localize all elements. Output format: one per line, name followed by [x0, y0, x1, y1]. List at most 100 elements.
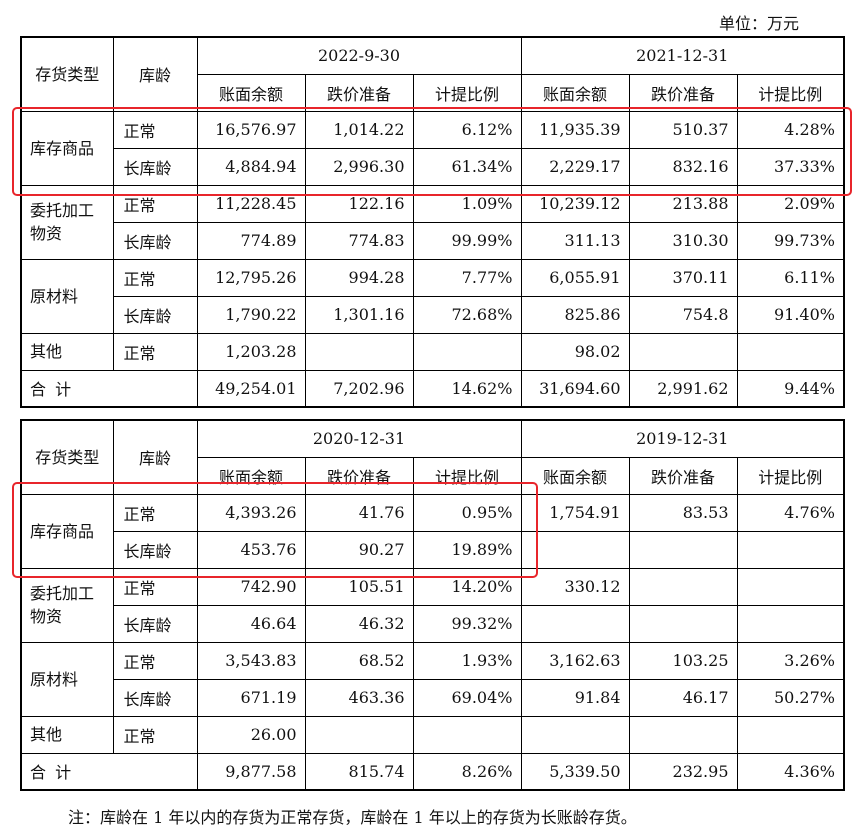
value-cell [628, 530, 738, 569]
value-cell: 6,055.91 [520, 258, 630, 297]
value-cell: 91.40% [736, 295, 845, 334]
value-cell: 754.8 [628, 295, 738, 334]
value-cell [628, 604, 738, 643]
value-cell [628, 332, 738, 371]
value-cell: 3,162.63 [520, 641, 630, 680]
age-cell: 长库龄 [112, 295, 198, 334]
age-cell: 长库龄 [112, 221, 198, 260]
table-row: 原材料 正常 12,795.26 994.28 7.77% 6,055.91 370.11 6… [20, 258, 845, 334]
header-period: 2020-12-31 [196, 419, 522, 458]
total-value-cell: 9.44% [736, 369, 845, 408]
value-cell: 46.17 [628, 678, 738, 717]
footnote: 注：库龄在 1 年以内的存货为正常存货，库龄在 1 年以上的存货为长账龄存货。 [68, 808, 637, 827]
header-ratio: 计提比例 [412, 73, 522, 112]
table-row: 委托加工物资 正常 742.90 105.51 14.20% 330.12 [20, 567, 845, 643]
value-cell [520, 604, 630, 643]
value-cell: 832.16 [628, 147, 738, 186]
value-cell: 6.11% [736, 258, 845, 297]
category-cell: 其他 [20, 715, 114, 754]
value-cell: 1,014.22 [304, 110, 414, 149]
value-cell: 12,795.26 [196, 258, 306, 297]
header-age: 库龄 [112, 419, 198, 495]
header-row: 存货类型 库龄 2020-12-31 2019-12-31 [20, 419, 845, 495]
value-cell: 46.64 [196, 604, 306, 643]
age-cell: 正常 [112, 258, 198, 297]
table-row: 委托加工物资 正常 11,228.45 122.16 1.09% 10,239.12 213… [20, 184, 845, 260]
table-row: 其他 正常 1,203.28 98.02 [20, 332, 845, 371]
value-cell: 1,790.22 [196, 295, 306, 334]
age-cell: 正常 [112, 110, 198, 149]
value-cell [736, 567, 845, 606]
value-cell [304, 332, 414, 371]
unit-label: 单位：万元 [718, 14, 799, 33]
value-cell: 11,935.39 [520, 110, 630, 149]
table-row: 原材料 正常 3,543.83 68.52 1.93% 3,162.63 103.25 3.2… [20, 641, 845, 717]
value-cell: 774.83 [304, 221, 414, 260]
total-row: 合 计 9,877.58 815.74 8.26% 5,339.50 232.95 4.36… [20, 752, 845, 791]
category-cell: 库存商品 [20, 110, 114, 186]
category-cell: 原材料 [20, 258, 114, 334]
total-value-cell: 14.62% [412, 369, 522, 408]
value-cell: 26.00 [196, 715, 306, 754]
total-value-cell: 8.26% [412, 752, 522, 791]
value-cell: 16,576.97 [196, 110, 306, 149]
value-cell: 99.73% [736, 221, 845, 260]
total-value-cell: 5,339.50 [520, 752, 630, 791]
value-cell [520, 530, 630, 569]
value-cell: 90.27 [304, 530, 414, 569]
table-row: 长库龄 4,884.94 2,996.30 61.34% 2,229.17 832.16 3… [21, 147, 845, 186]
header-category: 存货类型 [20, 419, 114, 495]
value-cell: 83.53 [628, 493, 738, 532]
value-cell: 0.95% [412, 493, 522, 532]
category-cell: 其他 [20, 332, 114, 371]
value-cell: 330.12 [520, 567, 630, 606]
total-value-cell: 9,877.58 [196, 752, 306, 791]
value-cell [736, 604, 845, 643]
table-row: 长库龄 46.64 46.32 99.32% [21, 604, 845, 643]
value-cell: 1,754.91 [520, 493, 630, 532]
value-cell [304, 715, 414, 754]
age-cell: 长库龄 [112, 147, 198, 186]
value-cell: 103.25 [628, 641, 738, 680]
header-book-balance: 账面余额 [196, 73, 306, 112]
value-cell: 463.36 [304, 678, 414, 717]
value-cell: 14.20% [412, 567, 522, 606]
table-row: 长库龄 774.89 774.83 99.99% 311.13 310.30 99.73% [21, 221, 845, 260]
header-ratio: 计提比例 [412, 456, 522, 495]
age-cell: 正常 [112, 715, 198, 754]
age-cell: 正常 [112, 567, 198, 606]
value-cell: 37.33% [736, 147, 845, 186]
value-cell: 72.68% [412, 295, 522, 334]
value-cell: 105.51 [304, 567, 414, 606]
value-cell: 122.16 [304, 184, 414, 223]
value-cell: 310.30 [628, 221, 738, 260]
age-cell: 正常 [112, 493, 198, 532]
value-cell: 774.89 [196, 221, 306, 260]
header-period: 2022-9-30 [196, 36, 522, 75]
value-cell: 825.86 [520, 295, 630, 334]
total-value-cell: 7,202.96 [304, 369, 414, 408]
table-row: 库存商品 正常 16,576.97 1,014.22 6.12% 11,935.39 510… [20, 110, 845, 186]
inventory-table-2: 存货类型 库龄 2020-12-31 2019-12-31 账面余额 跌价准备 计提比例 账面… [20, 419, 845, 791]
header-age: 库龄 [112, 36, 198, 112]
value-cell: 4.76% [736, 493, 845, 532]
value-cell: 1,301.16 [304, 295, 414, 334]
value-cell: 4.28% [736, 110, 845, 149]
value-cell: 99.99% [412, 221, 522, 260]
header-period: 2021-12-31 [520, 36, 845, 75]
age-cell: 正常 [112, 332, 198, 371]
value-cell: 61.34% [412, 147, 522, 186]
value-cell: 99.32% [412, 604, 522, 643]
value-cell: 4,884.94 [196, 147, 306, 186]
value-cell: 4,393.26 [196, 493, 306, 532]
value-cell: 2.09% [736, 184, 845, 223]
value-cell: 453.76 [196, 530, 306, 569]
category-cell: 委托加工物资 [20, 184, 114, 260]
header-impairment: 跌价准备 [304, 73, 414, 112]
header-category: 存货类型 [20, 36, 114, 112]
subheader-row: 账面余额 跌价准备 计提比例 账面余额 跌价准备 计提比例 [21, 73, 845, 112]
header-period: 2019-12-31 [520, 419, 845, 458]
age-cell: 正常 [112, 184, 198, 223]
total-label: 合 计 [20, 752, 198, 791]
total-value-cell: 4.36% [736, 752, 845, 791]
